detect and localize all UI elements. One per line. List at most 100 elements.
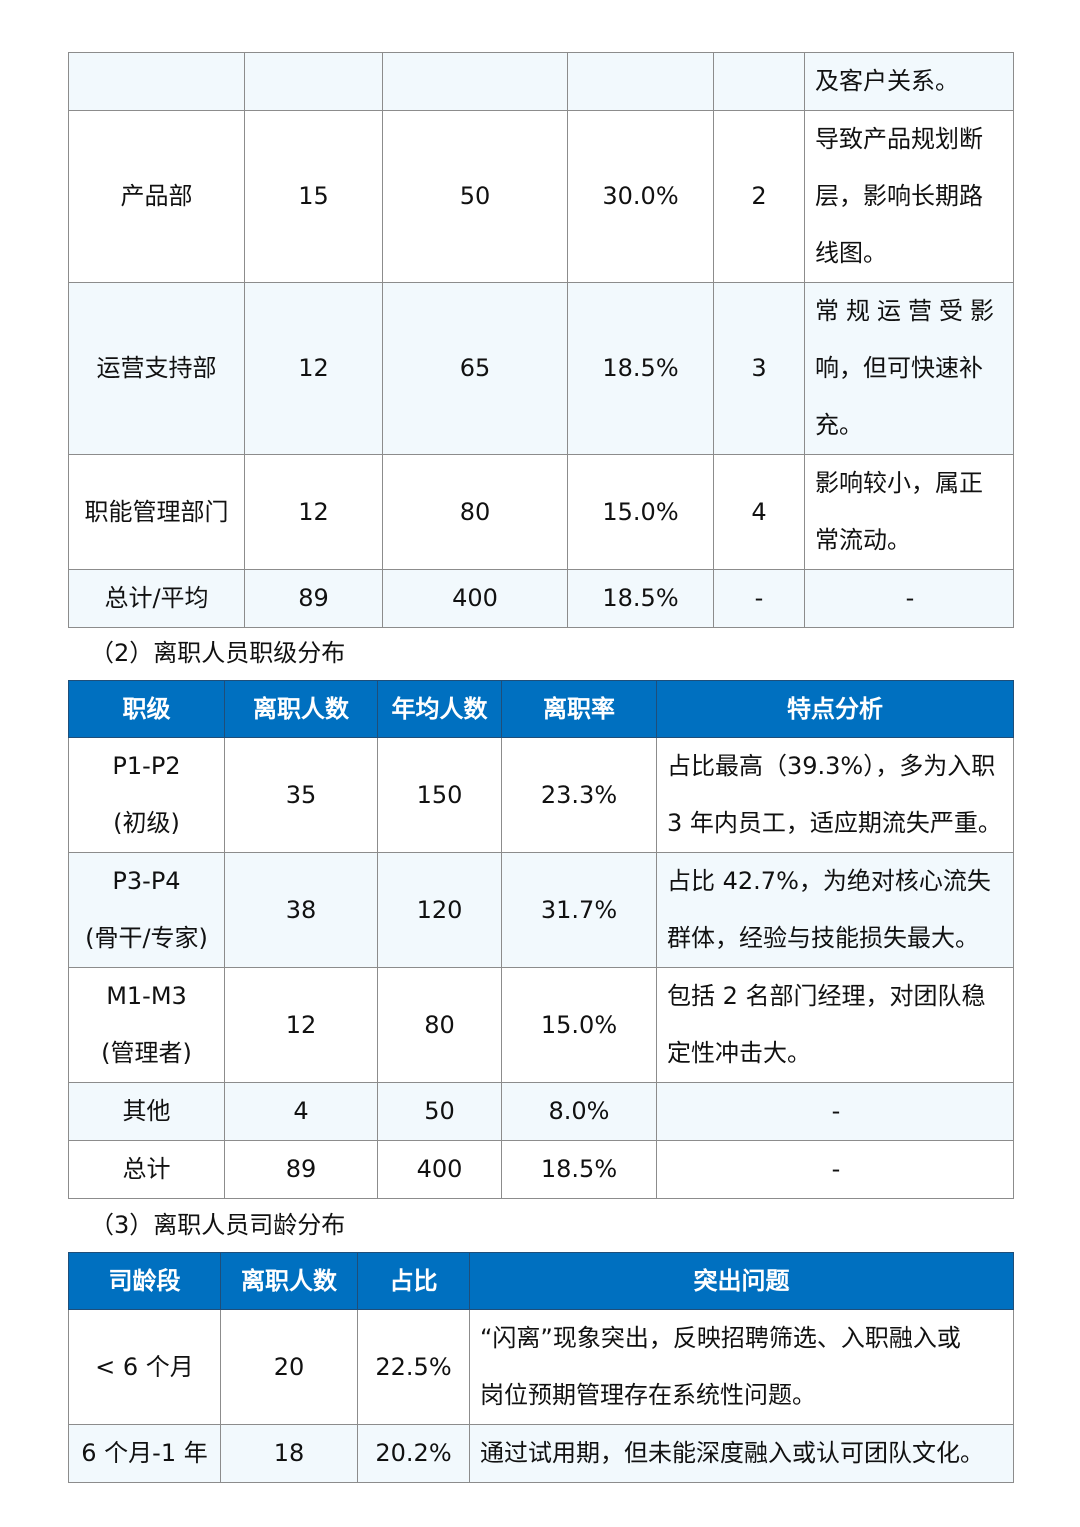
- rate-cell: 15.0%: [501, 967, 657, 1083]
- rank-cell: [713, 52, 805, 111]
- avg-headcount-cell: [382, 52, 568, 111]
- tenure-cell: 6 个月-1 年: [68, 1424, 221, 1483]
- table-row: 职能管理部门 12 80 15.0% 4 影响较小，属正 常流动。: [68, 454, 1014, 570]
- header-rate: 离职率: [501, 680, 657, 738]
- issue-line: 岗位预期管理存在系统性问题。: [480, 1381, 816, 1409]
- share-cell: 20.2%: [357, 1424, 470, 1483]
- level-label: (管理者): [101, 1039, 192, 1067]
- analysis-cell: 占比 42.7%，为绝对核心流失 群体，经验与技能损失最大。: [656, 852, 1014, 968]
- tenure-cell: < 6 个月: [68, 1309, 221, 1425]
- level-code: P3-P4: [112, 867, 181, 895]
- table-row: 6 个月-1 年 18 20.2% 通过试用期，但未能深度融入或认可团队文化。: [68, 1424, 1014, 1483]
- impact-cell: 常规运营受影 响，但可快速补 充。: [804, 282, 1014, 455]
- level-code: M1-M3: [106, 982, 187, 1010]
- issue-line: “闪离”现象突出，反映招聘筛选、入职融入或: [480, 1324, 961, 1352]
- share-cell: 22.5%: [357, 1309, 470, 1425]
- table-header-row: 司龄段 离职人数 占比 突出问题: [68, 1252, 1014, 1310]
- analysis-cell: -: [656, 1082, 1014, 1141]
- dept-cell: 职能管理部门: [68, 454, 245, 570]
- table-row: 及客户关系。: [68, 52, 1014, 111]
- analysis-cell: 占比最高（39.3%），多为入职 3 年内员工，适应期流失严重。: [656, 737, 1014, 853]
- table-row: 其他 4 50 8.0% -: [68, 1082, 1014, 1141]
- table-row-total: 总计/平均 89 400 18.5% - -: [68, 569, 1014, 628]
- avg-headcount-cell: 80: [382, 454, 568, 570]
- impact-cell: 导致产品规划断 层，影响长期路 线图。: [804, 110, 1014, 283]
- avg-headcount-cell: 150: [377, 737, 502, 853]
- table-row: 产品部 15 50 30.0% 2 导致产品规划断 层，影响长期路 线图。: [68, 110, 1014, 283]
- leavers-cell: 4: [224, 1082, 378, 1141]
- header-level: 职级: [68, 680, 225, 738]
- leavers-cell: 35: [224, 737, 378, 853]
- header-issue: 突出问题: [469, 1252, 1014, 1310]
- table-row: P1-P2 (初级) 35 150 23.3% 占比最高（39.3%），多为入职…: [68, 737, 1014, 853]
- header-avg-headcount: 年均人数: [377, 680, 502, 738]
- table-header-row: 职级 离职人数 年均人数 离职率 特点分析: [68, 680, 1014, 738]
- impact-line: 线图。: [815, 239, 887, 267]
- rate-cell: 23.3%: [501, 737, 657, 853]
- section-title-level-distribution: （2）离职人员职级分布: [90, 639, 346, 667]
- level-label: (初级): [113, 809, 180, 837]
- avg-headcount-cell: 50: [382, 110, 568, 283]
- dept-cell: 总计/平均: [68, 569, 245, 628]
- analysis-line: 群体，经验与技能损失最大。: [667, 924, 979, 952]
- analysis-line: 3 年内员工，适应期流失严重。: [667, 809, 1002, 837]
- level-cell: 其他: [68, 1082, 225, 1141]
- rate-cell: 8.0%: [501, 1082, 657, 1141]
- level-cell: P1-P2 (初级): [68, 737, 225, 853]
- rank-cell: 2: [713, 110, 805, 283]
- section-title-tenure-distribution: （3）离职人员司龄分布: [90, 1211, 346, 1239]
- table-row: 运营支持部 12 65 18.5% 3 常规运营受影 响，但可快速补 充。: [68, 282, 1014, 455]
- level-cell: M1-M3 (管理者): [68, 967, 225, 1083]
- impact-cell: 及客户关系。: [804, 52, 1014, 111]
- leavers-cell: 20: [220, 1309, 358, 1425]
- leavers-cell: 89: [224, 1140, 378, 1199]
- leavers-cell: 89: [244, 569, 383, 628]
- avg-headcount-cell: 50: [377, 1082, 502, 1141]
- level-code: P1-P2: [112, 752, 181, 780]
- rate-cell: 18.5%: [501, 1140, 657, 1199]
- impact-line: 充。: [815, 411, 863, 439]
- issue-cell: 通过试用期，但未能深度融入或认可团队文化。: [469, 1424, 1014, 1483]
- impact-line: 层，影响长期路: [815, 182, 983, 210]
- impact-cell: -: [804, 569, 1014, 628]
- rank-cell: -: [713, 569, 805, 628]
- rate-cell: 31.7%: [501, 852, 657, 968]
- impact-line: 常规运营受影: [815, 297, 1001, 325]
- level-cell: P3-P4 (骨干/专家): [68, 852, 225, 968]
- leavers-cell: 12: [244, 282, 383, 455]
- impact-line: 响，但可快速补: [815, 354, 983, 382]
- tenure-distribution-table: 司龄段 离职人数 占比 突出问题 < 6 个月 20 22.5% “闪离”现象突…: [68, 1252, 1014, 1483]
- rate-cell: 15.0%: [567, 454, 714, 570]
- avg-headcount-cell: 120: [377, 852, 502, 968]
- leavers-cell: 15: [244, 110, 383, 283]
- impact-line: 导致产品规划断: [815, 125, 983, 153]
- analysis-cell: -: [656, 1140, 1014, 1199]
- rate-cell: 18.5%: [567, 569, 714, 628]
- avg-headcount-cell: 80: [377, 967, 502, 1083]
- dept-cell: 产品部: [68, 110, 245, 283]
- dept-cell: [68, 52, 245, 111]
- table-row: M1-M3 (管理者) 12 80 15.0% 包括 2 名部门经理，对团队稳 …: [68, 967, 1014, 1083]
- rate-cell: 30.0%: [567, 110, 714, 283]
- leavers-cell: 12: [244, 454, 383, 570]
- header-tenure: 司龄段: [68, 1252, 221, 1310]
- level-label: (骨干/专家): [85, 924, 208, 952]
- table-row: < 6 个月 20 22.5% “闪离”现象突出，反映招聘筛选、入职融入或 岗位…: [68, 1309, 1014, 1425]
- header-share: 占比: [357, 1252, 470, 1310]
- analysis-line: 占比 42.7%，为绝对核心流失: [667, 867, 991, 895]
- rank-cell: 4: [713, 454, 805, 570]
- header-analysis: 特点分析: [656, 680, 1014, 738]
- analysis-line: 包括 2 名部门经理，对团队稳: [667, 982, 986, 1010]
- table-row: P3-P4 (骨干/专家) 38 120 31.7% 占比 42.7%，为绝对核…: [68, 852, 1014, 968]
- analysis-cell: 包括 2 名部门经理，对团队稳 定性冲击大。: [656, 967, 1014, 1083]
- avg-headcount-cell: 65: [382, 282, 568, 455]
- leavers-cell: 38: [224, 852, 378, 968]
- header-leavers: 离职人数: [220, 1252, 358, 1310]
- analysis-line: 占比最高（39.3%），多为入职: [667, 752, 996, 780]
- table-row-total: 总计 89 400 18.5% -: [68, 1140, 1014, 1199]
- avg-headcount-cell: 400: [382, 569, 568, 628]
- rate-cell: 18.5%: [567, 282, 714, 455]
- issue-cell: “闪离”现象突出，反映招聘筛选、入职融入或 岗位预期管理存在系统性问题。: [469, 1309, 1014, 1425]
- avg-headcount-cell: 400: [377, 1140, 502, 1199]
- level-cell: 总计: [68, 1140, 225, 1199]
